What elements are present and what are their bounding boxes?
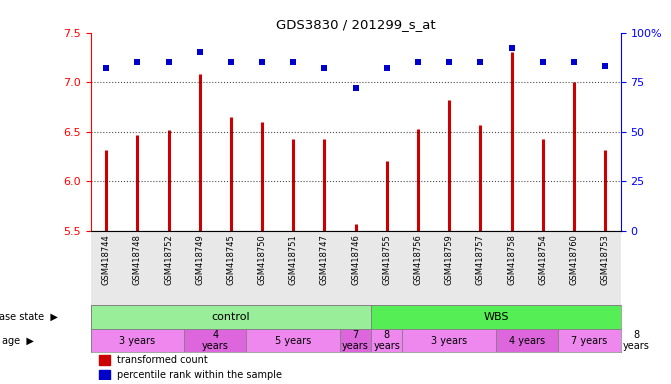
Point <box>444 59 454 65</box>
Point <box>225 59 236 65</box>
Text: percentile rank within the sample: percentile rank within the sample <box>117 370 282 380</box>
Bar <box>558 329 621 352</box>
Point <box>506 45 517 51</box>
Text: 4 years: 4 years <box>509 336 546 346</box>
Text: WBS: WBS <box>483 312 509 322</box>
Text: GSM418747: GSM418747 <box>320 235 329 285</box>
Bar <box>371 305 621 329</box>
Text: GSM418749: GSM418749 <box>195 235 204 285</box>
Text: 7
years: 7 years <box>342 330 369 351</box>
Point <box>257 59 268 65</box>
Text: GSM418757: GSM418757 <box>476 235 485 285</box>
Bar <box>99 355 110 365</box>
Text: GSM418750: GSM418750 <box>258 235 266 285</box>
Text: 5 years: 5 years <box>275 336 311 346</box>
Text: GSM418760: GSM418760 <box>570 235 578 285</box>
Text: GSM418751: GSM418751 <box>289 235 298 285</box>
Text: GSM418755: GSM418755 <box>382 235 391 285</box>
Bar <box>621 329 652 352</box>
Point <box>288 59 299 65</box>
Text: 7 years: 7 years <box>572 336 608 346</box>
Point <box>381 65 392 71</box>
Text: GSM418759: GSM418759 <box>445 235 454 285</box>
Text: GSM418744: GSM418744 <box>102 235 111 285</box>
Text: GSM418752: GSM418752 <box>164 235 173 285</box>
Point <box>132 59 143 65</box>
Point <box>101 65 111 71</box>
Point <box>537 59 548 65</box>
Text: 4
years: 4 years <box>202 330 229 351</box>
Bar <box>99 370 110 380</box>
Point <box>319 65 330 71</box>
Bar <box>91 329 184 352</box>
Text: 3 years: 3 years <box>119 336 156 346</box>
Bar <box>184 329 246 352</box>
Text: 3 years: 3 years <box>431 336 467 346</box>
Bar <box>91 305 371 329</box>
Y-axis label: disease state  ▶: disease state ▶ <box>0 312 58 322</box>
Point <box>163 59 174 65</box>
Bar <box>403 329 496 352</box>
Text: GSM418758: GSM418758 <box>507 235 516 285</box>
Point <box>195 50 205 56</box>
Point <box>475 59 486 65</box>
Point <box>413 59 423 65</box>
Text: GSM418748: GSM418748 <box>133 235 142 285</box>
Title: GDS3830 / 201299_s_at: GDS3830 / 201299_s_at <box>276 18 435 31</box>
Text: transformed count: transformed count <box>117 355 208 365</box>
Bar <box>371 329 403 352</box>
Bar <box>246 329 340 352</box>
Bar <box>340 329 371 352</box>
Text: GSM418754: GSM418754 <box>538 235 548 285</box>
Y-axis label: age  ▶: age ▶ <box>3 336 34 346</box>
Text: GSM418746: GSM418746 <box>351 235 360 285</box>
Text: 8
years: 8 years <box>373 330 400 351</box>
Point <box>350 85 361 91</box>
Text: GSM418753: GSM418753 <box>601 235 609 285</box>
Text: GSM418745: GSM418745 <box>226 235 236 285</box>
Text: control: control <box>211 312 250 322</box>
Point <box>600 63 611 70</box>
Point <box>568 59 579 65</box>
Text: GSM418756: GSM418756 <box>413 235 423 285</box>
Text: 8
years: 8 years <box>623 330 650 351</box>
Bar <box>496 329 558 352</box>
